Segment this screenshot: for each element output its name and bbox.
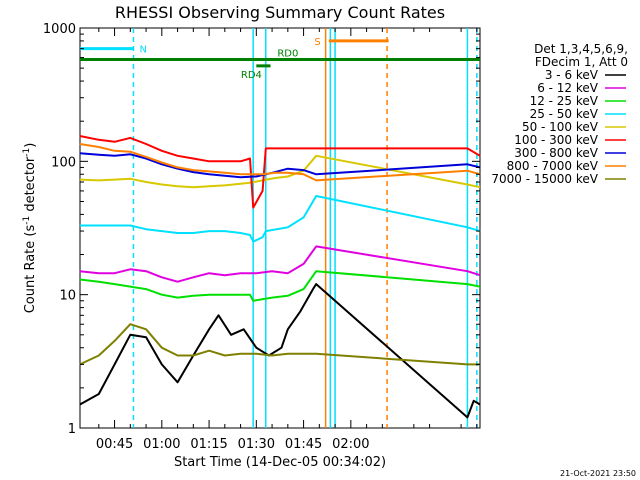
flag-label-rd0: RD0 bbox=[277, 49, 298, 60]
y-label-sup1: -1 bbox=[22, 216, 32, 225]
x-tick-label-01-30: 01:30 bbox=[238, 437, 275, 452]
legend-label-25-50-kev: 25 - 50 keV bbox=[530, 107, 599, 121]
series-6-12-kev bbox=[79, 245, 481, 283]
series-12-25-kev bbox=[79, 270, 481, 302]
plot-area: N RD0 RD4 S 00:45 01:00 01:15 01:30 01:45 02:00 1… bbox=[43, 22, 481, 452]
legend: Det 1,3,4,5,6,9, FDecim 1, Att 0 3 - 6 k… bbox=[491, 42, 628, 186]
flag-label-n: N bbox=[139, 45, 146, 56]
legend-header-2: FDecim 1, Att 0 bbox=[535, 55, 628, 69]
x-tick-label-01-45: 01:45 bbox=[285, 437, 322, 452]
axes-layer: 00:45 01:00 01:15 01:30 01:45 02:00 1 10 100 1000 bbox=[43, 22, 480, 452]
series-800-7000-kev bbox=[79, 143, 481, 182]
legend-label-800-7000-kev: 800 - 7000 keV bbox=[507, 159, 599, 173]
plot-frame bbox=[79, 27, 481, 429]
series-7000-15000-kev bbox=[79, 323, 480, 366]
flag-label-s: S bbox=[314, 37, 320, 48]
y-tick-label-1000: 1000 bbox=[43, 22, 76, 37]
x-tick-label-02-00: 02:00 bbox=[332, 437, 369, 452]
y-label-part1: Count Rate (s bbox=[23, 225, 38, 314]
legend-label-7000-15000-kev: 7000 - 15000 keV bbox=[491, 172, 598, 186]
x-tick-label-00-45: 00:45 bbox=[96, 437, 133, 452]
y-label-sup2: -1 bbox=[22, 148, 32, 157]
y-axis-label: Count Rate (s-1 detector-1) bbox=[22, 143, 38, 314]
legend-header-1: Det 1,3,4,5,6,9, bbox=[534, 42, 628, 56]
y-tick-label-1: 1 bbox=[68, 422, 76, 437]
vertical-markers bbox=[132, 28, 478, 428]
legend-label-300-800-kev: 300 - 800 keV bbox=[514, 146, 598, 160]
series-100-300-kev bbox=[79, 135, 481, 209]
y-label-part2: detector bbox=[23, 156, 38, 216]
x-tick-label-01-15: 01:15 bbox=[190, 437, 227, 452]
footer-date: 21-Oct-2021 23:50 bbox=[560, 469, 636, 478]
flags-layer: N RD0 RD4 S bbox=[80, 37, 480, 81]
x-tick-label-01-00: 01:00 bbox=[143, 437, 180, 452]
y-tick-label-100: 100 bbox=[51, 155, 76, 170]
series-layer bbox=[79, 135, 481, 419]
series-25-50-kev bbox=[79, 195, 481, 243]
legend-label-3-6-kev: 3 - 6 keV bbox=[545, 68, 599, 82]
legend-label-6-12-kev: 6 - 12 keV bbox=[537, 81, 599, 95]
legend-label-50-100-kev: 50 - 100 keV bbox=[522, 120, 599, 134]
series-300-800-kev bbox=[79, 152, 481, 179]
y-tick-label-10: 10 bbox=[59, 289, 76, 304]
y-label-part3: ) bbox=[23, 143, 38, 148]
chart-title: RHESSI Observing Summary Count Rates bbox=[115, 3, 445, 22]
legend-label-100-300-kev: 100 - 300 keV bbox=[514, 133, 598, 147]
flag-label-rd4: RD4 bbox=[241, 70, 262, 81]
series-3-6-kev bbox=[79, 283, 481, 419]
x-axis-label: Start Time (14-Dec-05 00:34:02) bbox=[174, 455, 386, 470]
legend-label-12-25-kev: 12 - 25 keV bbox=[530, 94, 599, 108]
